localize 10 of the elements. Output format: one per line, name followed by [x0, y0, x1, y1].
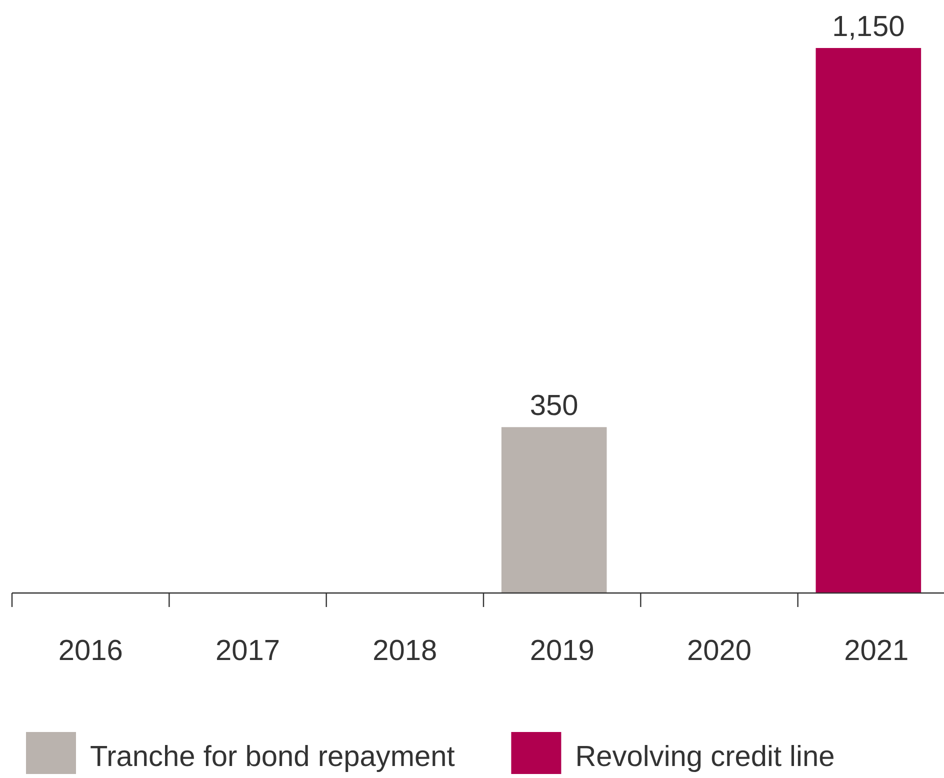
- x-tick-label: 2020: [686, 635, 752, 667]
- x-tick-label: 2018: [372, 635, 438, 667]
- legend-label: Tranche for bond repayment: [90, 741, 455, 773]
- legend-label: Revolving credit line: [575, 741, 835, 773]
- x-tick-label: 2019: [530, 635, 594, 667]
- data-label: 1,150: [832, 11, 905, 43]
- data-label: 350: [530, 390, 578, 422]
- x-tick-label: 2021: [844, 635, 909, 667]
- x-tick-label: 2016: [58, 635, 123, 667]
- x-tick-label: 2017: [215, 635, 280, 667]
